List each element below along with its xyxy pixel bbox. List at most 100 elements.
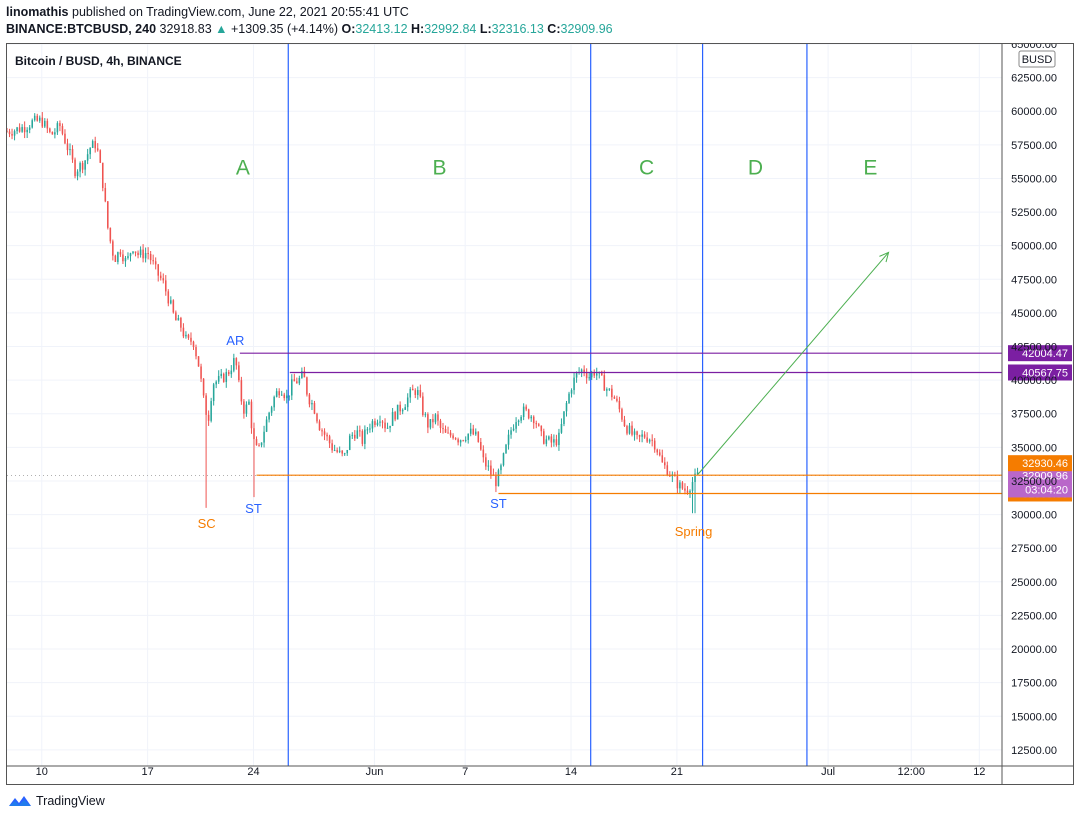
candle-body [527, 409, 530, 419]
candle-body [293, 379, 296, 382]
level-badge-label: 42004.47 [1022, 348, 1068, 360]
annotation-layer: A B C D E SC AR ST ST Spring [198, 156, 890, 539]
candle-body [530, 416, 532, 419]
candle-body [661, 455, 664, 463]
candle-body [681, 482, 684, 489]
y-tick-label: 20000.00 [1011, 644, 1057, 656]
candle-body [205, 395, 207, 415]
candle-body [162, 278, 165, 281]
last-price: 32918.83 [159, 22, 212, 36]
y-tick-label: 32500.00 [1011, 476, 1057, 488]
published-text: published on TradingView.com, June 22, 2… [72, 5, 409, 19]
candle-body [603, 375, 606, 391]
candle-body [253, 428, 255, 440]
candle-body [117, 252, 119, 262]
candle-body [154, 261, 157, 265]
candle-body [404, 407, 406, 410]
level-badge-label: 40567.75 [1022, 367, 1068, 379]
candle-body [679, 482, 681, 489]
candle-body [44, 120, 46, 127]
candle-body [469, 428, 472, 434]
candle-body [159, 275, 162, 279]
candle-body [243, 401, 245, 414]
candle-body [583, 369, 585, 374]
candle-body [474, 431, 477, 435]
chart-frame[interactable]: 42004.4740567.7532930.4631569.3632909.96… [6, 43, 1074, 785]
candle-body [331, 443, 333, 451]
phase-label: C [639, 156, 654, 179]
close-label: C: [547, 22, 561, 36]
candle-body [192, 341, 195, 348]
candle-body [316, 413, 318, 422]
candle-body [323, 431, 326, 435]
candle-body [452, 435, 454, 439]
candle-body [593, 372, 596, 376]
axis-layer: 65000.00 62500.00 60000.00 57500.00 55000.00… [7, 44, 1073, 784]
candle-body [230, 370, 233, 375]
candle-body [235, 358, 238, 366]
candle-body [653, 440, 656, 450]
candle-body [608, 388, 611, 390]
close-value: 32909.96 [560, 22, 613, 36]
x-tick-label: 7 [462, 766, 468, 778]
candle-body [588, 377, 590, 379]
candle-body [611, 388, 613, 398]
candle-body [535, 423, 538, 425]
candle-body [361, 431, 364, 444]
candle-body [84, 160, 86, 170]
candle-body [38, 117, 41, 121]
wyckoff-annotation: Spring [675, 524, 713, 539]
candle-body [480, 441, 482, 450]
candle-body [520, 416, 522, 421]
candle-body [464, 439, 467, 441]
brand-name[interactable]: TradingView [36, 794, 105, 808]
author-name[interactable]: linomathis [6, 5, 69, 19]
candle-body [228, 372, 230, 375]
candle-body [86, 154, 89, 161]
candle-body [336, 450, 338, 452]
level-badge [1008, 345, 1072, 362]
candle-body [137, 252, 139, 256]
candle-body [633, 431, 636, 435]
y-tick-label: 22500.00 [1011, 610, 1057, 622]
candle-body [371, 421, 374, 429]
candle-body [142, 249, 144, 259]
candle-body [182, 327, 185, 337]
candle-body [422, 396, 424, 415]
candle-body [636, 431, 638, 436]
x-tick-label: 17 [142, 766, 154, 778]
candle-body [696, 472, 699, 474]
candle-body [419, 389, 422, 397]
candle-body [333, 450, 336, 452]
candle-body [623, 419, 626, 427]
candle-body [391, 411, 394, 426]
candle-body [89, 147, 91, 155]
candle-body [202, 378, 205, 396]
candle-body [550, 436, 553, 443]
candle-body [684, 488, 686, 491]
candle-body [71, 149, 74, 160]
candle-body [139, 249, 142, 256]
chart-title: Bitcoin / BUSD, 4h, BINANCE [15, 54, 182, 68]
candle-body [568, 393, 570, 404]
tradingview-logo-icon[interactable] [8, 794, 32, 808]
candle-body [187, 334, 190, 338]
candle-body [245, 404, 248, 414]
price-chart[interactable]: 42004.4740567.7532930.4631569.3632909.96… [7, 44, 1073, 784]
candle-body [248, 401, 250, 405]
candle-body [64, 133, 66, 144]
candle-body [573, 377, 575, 391]
candle-body [500, 465, 502, 471]
candle-body [424, 414, 427, 416]
candle-body [606, 389, 608, 391]
level-badge [1008, 364, 1072, 381]
x-tick-label: 12 [973, 766, 985, 778]
candle-body [669, 475, 671, 477]
candle-body [175, 312, 177, 321]
candle-body [414, 390, 417, 396]
candle-body [449, 432, 452, 436]
candle-body [648, 439, 651, 442]
candle-body [177, 317, 180, 321]
footer: TradingView [8, 794, 105, 808]
candle-body [41, 117, 44, 127]
